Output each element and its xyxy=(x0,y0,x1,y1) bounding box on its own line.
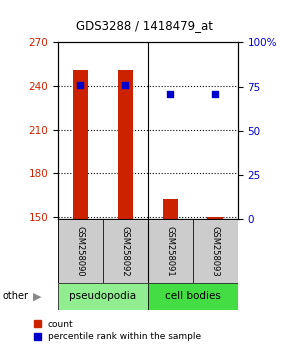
Bar xyxy=(72,70,88,219)
Point xyxy=(168,91,173,97)
Text: GDS3288 / 1418479_at: GDS3288 / 1418479_at xyxy=(77,19,213,32)
Text: ▶: ▶ xyxy=(33,291,42,302)
Bar xyxy=(207,217,223,219)
Text: GSM258093: GSM258093 xyxy=(211,226,220,277)
Point xyxy=(213,91,218,97)
Text: cell bodies: cell bodies xyxy=(165,291,221,302)
Text: GSM258091: GSM258091 xyxy=(166,226,175,277)
Bar xyxy=(58,219,103,283)
Bar xyxy=(162,199,178,219)
Bar xyxy=(193,219,238,283)
Legend: count, percentile rank within the sample: count, percentile rank within the sample xyxy=(34,320,201,341)
Bar xyxy=(58,283,148,310)
Text: pseudopodia: pseudopodia xyxy=(69,291,137,302)
Point xyxy=(78,82,83,88)
Text: other: other xyxy=(3,291,29,302)
Bar xyxy=(148,219,193,283)
Bar xyxy=(117,70,133,219)
Point xyxy=(123,82,128,88)
Text: GSM258090: GSM258090 xyxy=(76,226,85,277)
Text: GSM258092: GSM258092 xyxy=(121,226,130,277)
Bar xyxy=(148,283,238,310)
Bar xyxy=(103,219,148,283)
